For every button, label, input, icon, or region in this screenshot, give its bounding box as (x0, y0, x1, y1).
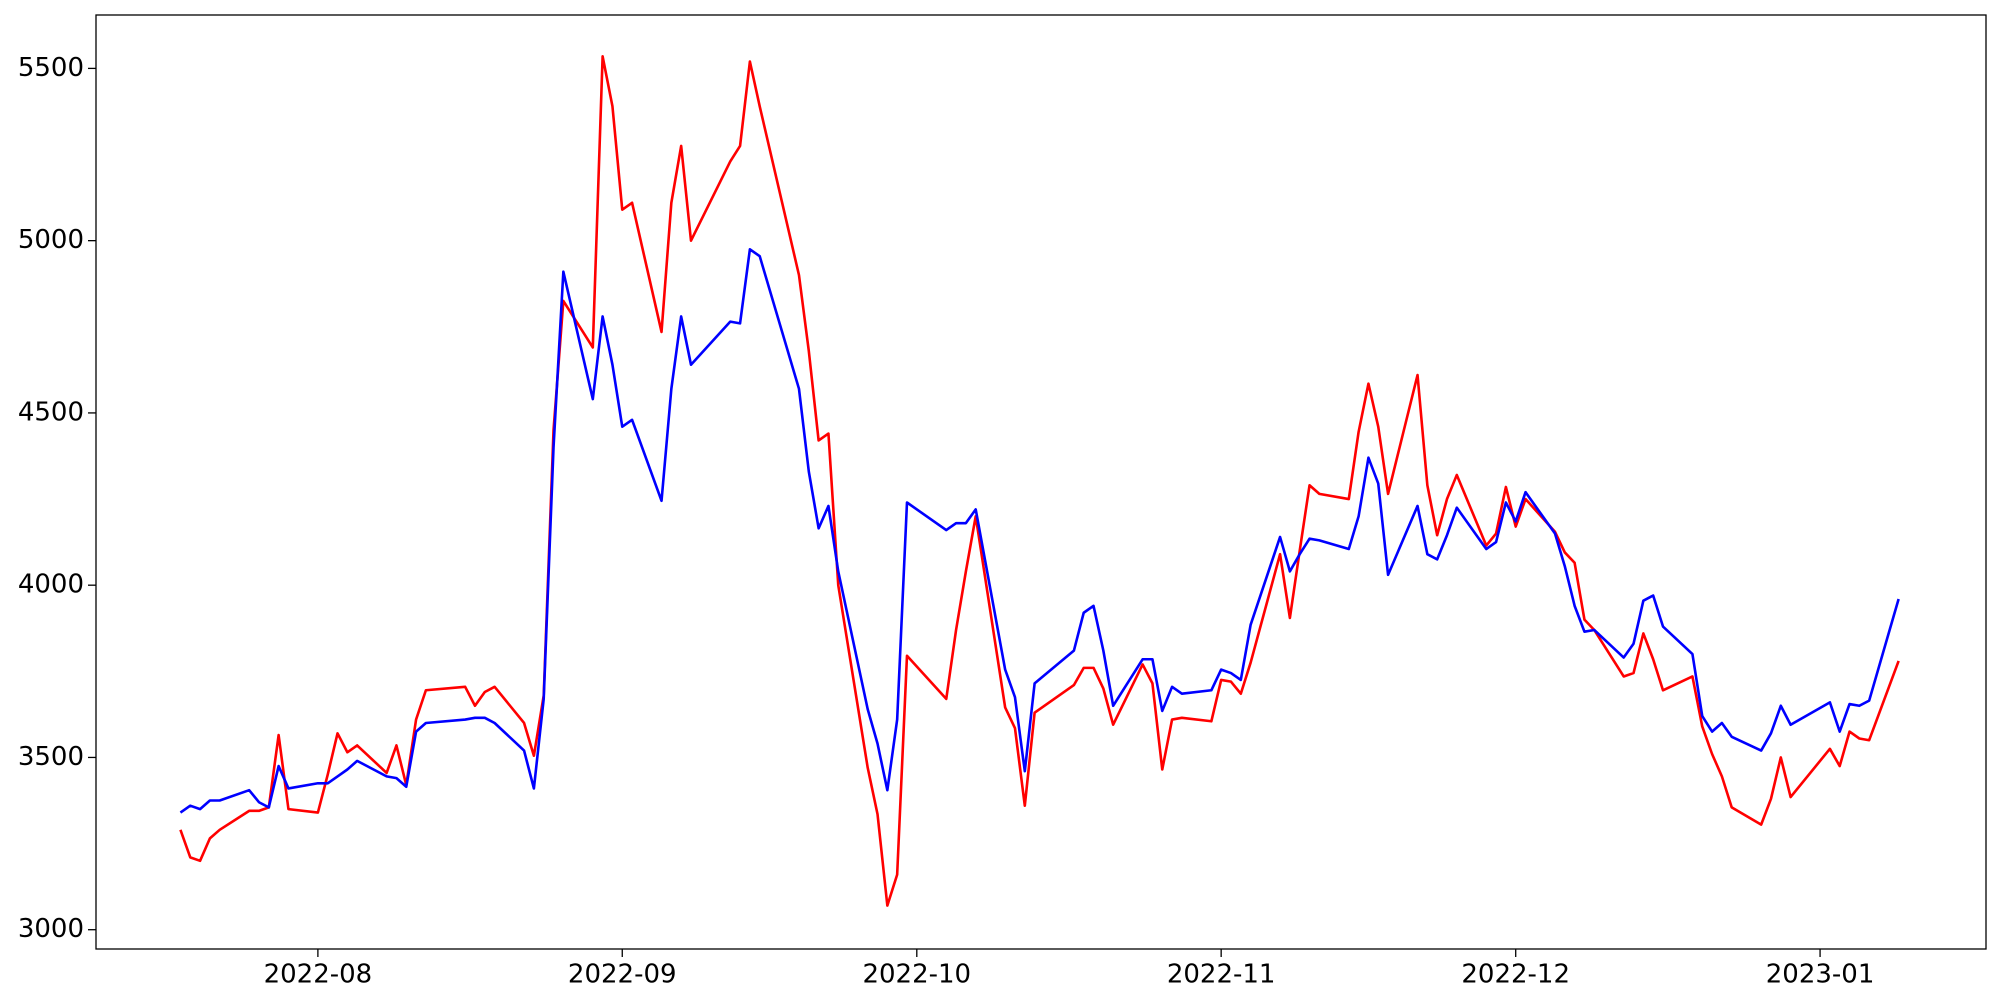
x-tick-label: 2022-10 (862, 960, 971, 990)
x-tick-label: 2022-12 (1461, 960, 1570, 990)
y-tick-label: 4000 (18, 570, 84, 600)
y-tick-label: 3000 (18, 914, 84, 944)
line-series (179, 55, 1900, 907)
y-tick-label: 4500 (18, 397, 84, 427)
line-series (179, 247, 1900, 814)
x-tick-label: 2023-01 (1766, 960, 1875, 990)
y-tick-label: 3500 (18, 742, 84, 772)
y-tick-label: 5000 (18, 225, 84, 255)
plot-frame (95, 14, 1987, 950)
x-tick-label: 2022-08 (264, 960, 373, 990)
x-tick-label: 2022-09 (568, 960, 677, 990)
y-tick-label: 5500 (18, 53, 84, 83)
x-tick-label: 2022-11 (1167, 960, 1276, 990)
